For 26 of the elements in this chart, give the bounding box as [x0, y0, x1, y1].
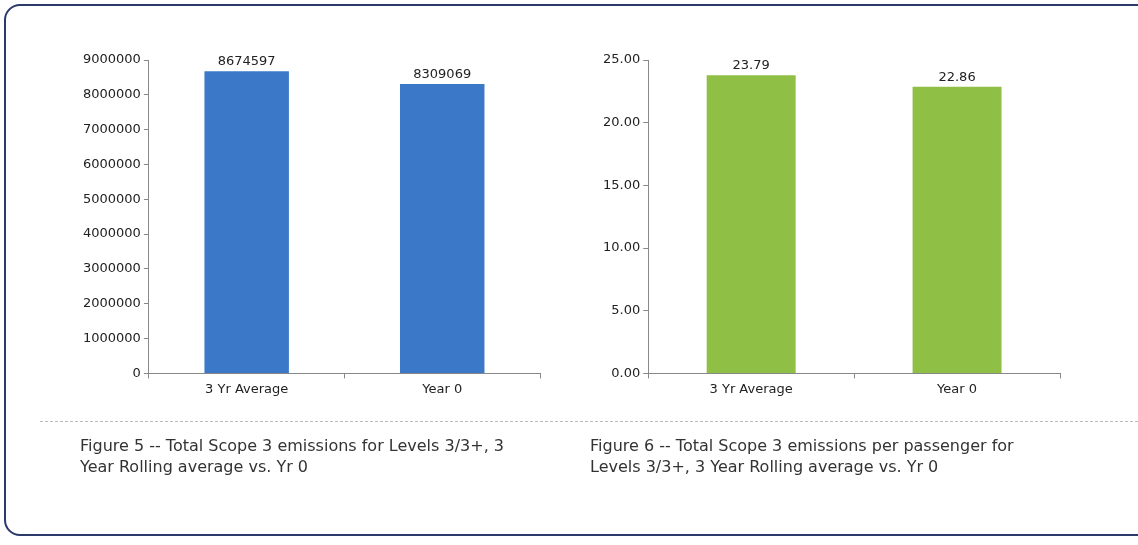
data-label: 23.79 [732, 57, 770, 73]
y-tick-label: 3000000 [82, 260, 141, 276]
y-tick-label: 10.00 [603, 239, 641, 255]
y-tick-label: 25.00 [603, 51, 641, 67]
y-tick-label: 2000000 [82, 295, 141, 311]
y-tick-label: 15.00 [603, 176, 641, 192]
x-tick-label: Year 0 [936, 380, 978, 396]
data-label: 8309069 [413, 65, 472, 81]
x-tick-label: 3 Yr Average [205, 380, 289, 396]
data-label: 22.86 [938, 68, 976, 84]
y-tick-label: 20.00 [603, 114, 641, 130]
y-tick-label: 1000000 [82, 329, 141, 345]
x-tick-label: Year 0 [421, 380, 463, 396]
y-tick-label: 0 [132, 364, 141, 380]
caption: Figure 6 -- Total Scope 3 emissions per passenger for Levels 3/3+, 3 Year Rolling average vs. Yr 0 [590, 435, 1015, 477]
y-tick-label: 5.00 [611, 302, 641, 318]
y-tick-label: 0.00 [611, 364, 641, 380]
y-tick-label: 7000000 [82, 121, 141, 137]
caption: Figure 5 -- Total Scope 3 emissions for Levels 3/3+, 3 Year Rolling average vs. Yr 0 [80, 435, 505, 477]
data-label: 8674597 [217, 53, 276, 69]
x-tick-label: 3 Yr Average [709, 380, 793, 396]
y-tick-label: 5000000 [82, 190, 141, 206]
y-tick-label: 8000000 [82, 86, 141, 102]
y-tick-label: 6000000 [82, 155, 141, 171]
y-tick-label: 9000000 [82, 51, 141, 67]
y-tick-label: 4000000 [82, 225, 141, 241]
